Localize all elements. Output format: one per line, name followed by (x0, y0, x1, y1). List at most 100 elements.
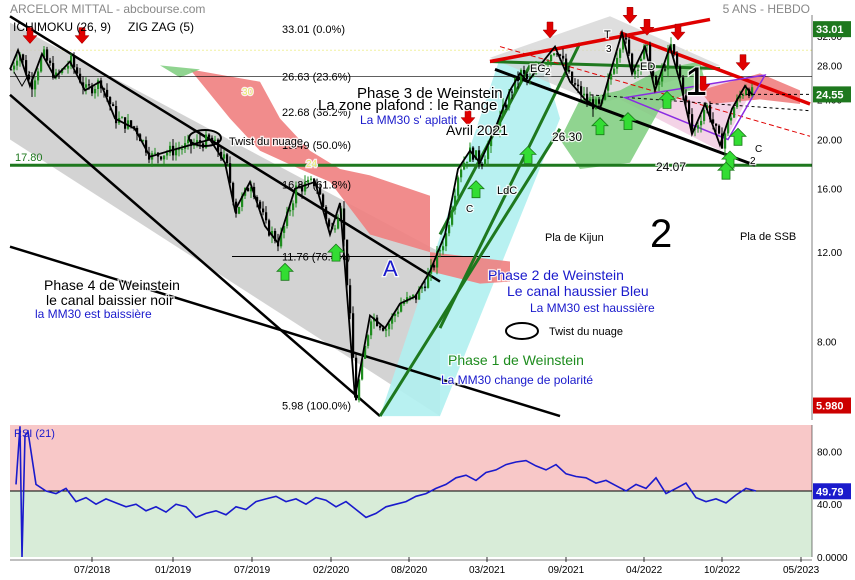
top-price-tag: 33.01 (816, 24, 844, 36)
candle-body (610, 73, 613, 80)
chart-annotation: Le canal haussier Bleu (507, 283, 649, 299)
rsi-overbought-zone (10, 425, 812, 491)
candle-body (652, 69, 655, 77)
candle-body (256, 197, 259, 202)
candle-body (295, 185, 298, 204)
chart-annotation: La zone plafond : le Range (318, 97, 497, 114)
candle-body (370, 321, 373, 336)
candle-body (589, 99, 592, 102)
candle-body (664, 69, 667, 71)
candle-body (97, 80, 100, 89)
candle-body (415, 294, 418, 300)
sell-arrow (639, 19, 655, 36)
candle-body (730, 117, 733, 121)
ichimoku-cloud-bearish (700, 73, 800, 104)
fibonacci-label: 26.63 (23.6%) (282, 71, 351, 83)
candle-body (727, 120, 730, 134)
candle-body (442, 246, 445, 251)
candle-body (649, 44, 652, 70)
candle-body (655, 76, 658, 85)
candle-body (322, 194, 325, 207)
candle-body (574, 83, 577, 85)
price-tick-label: 20.00 (817, 136, 842, 147)
candle-body (142, 140, 145, 142)
candle-body (748, 89, 751, 96)
chart-annotation: 30 (242, 87, 254, 98)
chart-annotation: Phase 1 de Weinstein (448, 352, 584, 368)
candle-body (247, 188, 250, 192)
candle-body (403, 302, 406, 305)
chart-annotation: Twist du nuage (549, 326, 623, 338)
chart-annotation: 26.30 (552, 130, 582, 144)
top-price-tag-bg (813, 21, 851, 38)
candle-body (358, 379, 361, 401)
candle-body (289, 210, 292, 212)
candle-body (511, 91, 514, 93)
candle-body (211, 137, 214, 141)
fibonacci-label: 19.49 (50.0%) (282, 140, 351, 152)
candle-body (328, 219, 331, 227)
candle-body (133, 126, 136, 128)
candle-body (457, 177, 460, 196)
buy-arrow (519, 145, 537, 164)
candle-body (67, 65, 70, 69)
candle-body (445, 233, 448, 247)
buy-arrow (658, 90, 676, 109)
bottom-price-tag-bg (813, 397, 851, 414)
chart-annotation: 3 (606, 44, 612, 55)
buy-arrow (327, 243, 345, 262)
x-tick-label: 05/2023 (783, 565, 820, 576)
candle-body (451, 209, 454, 225)
candle-body (709, 105, 712, 120)
x-tick-label: 03/2021 (469, 565, 506, 576)
candle-body (703, 109, 706, 121)
candle-body (526, 73, 529, 79)
candle-body (562, 55, 565, 59)
x-tick-label: 07/2019 (234, 565, 271, 576)
ichimoku-cloud-bullish (560, 61, 705, 169)
candle-body (37, 71, 40, 81)
buy-arrow (729, 127, 747, 146)
red-resistance-line (619, 30, 811, 106)
candle-body (658, 81, 661, 85)
candle-body (622, 37, 625, 50)
candle-body (241, 195, 244, 207)
price-tick-label: 16.00 (817, 185, 842, 196)
candle-body (13, 65, 16, 70)
candle-body (121, 117, 124, 119)
candle-body (679, 66, 682, 78)
candle-body (334, 228, 337, 230)
candle-body (70, 55, 73, 66)
candle-body (178, 149, 181, 151)
candle-body (352, 313, 355, 358)
candle-body (718, 125, 721, 134)
chart-annotation: 2 (750, 156, 756, 167)
chart-annotation: T (604, 29, 611, 41)
candle-body (484, 159, 487, 166)
candle-body (52, 63, 55, 78)
candle-body (412, 294, 415, 297)
candle-body (469, 147, 472, 162)
twist-ellipse (505, 322, 539, 340)
candle-body (43, 49, 46, 58)
last-price-tag: 24.55 (816, 89, 844, 101)
downtrend-top-line (9, 15, 441, 283)
candle-body (367, 335, 370, 346)
candle-body (73, 55, 76, 68)
candle-body (598, 99, 601, 104)
candle-body (436, 251, 439, 268)
candle-body (550, 54, 553, 62)
candle-body (586, 93, 589, 102)
candle-body (10, 69, 13, 71)
candle-body (250, 186, 253, 192)
chart-annotation: Phase 2 de Weinstein (488, 267, 624, 283)
x-tick-label: 10/2022 (704, 565, 741, 576)
candle-body (661, 69, 664, 82)
candle-body (394, 313, 397, 316)
candle-body (259, 201, 262, 209)
candle-body (337, 219, 340, 229)
chart-annotation: Pla de Kijun (545, 232, 604, 244)
ichimoku-cloud-bullish (160, 65, 200, 78)
fibonacci-label: 5.98 (100.0%) (282, 401, 351, 413)
chart-annotation: La MM30 s' aplatit (360, 113, 458, 127)
